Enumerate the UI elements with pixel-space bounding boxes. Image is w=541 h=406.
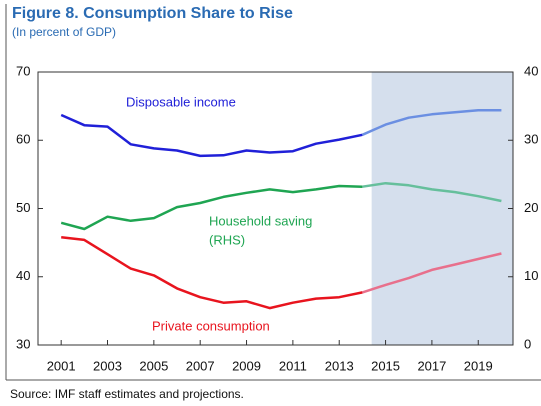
x-tick-label: 2013: [325, 358, 354, 373]
y-tick-label: 50: [16, 200, 30, 215]
x-tick-label: 2009: [232, 358, 261, 373]
series-line-projection: [362, 252, 502, 294]
annotation: Disposable income: [126, 94, 236, 109]
y-tick-label: 60: [16, 132, 30, 147]
y2-tick-label: 40: [524, 63, 538, 78]
projection-shade: [371, 72, 513, 345]
y2-tick-label: 10: [524, 268, 538, 283]
y-tick-label: 40: [16, 268, 30, 283]
annotation: (RHS): [209, 232, 245, 247]
series-line: [60, 113, 363, 158]
x-tick-label: 2005: [139, 358, 168, 373]
y-tick-label: 70: [16, 63, 30, 78]
series-line-projection: [362, 181, 502, 203]
series-line: [60, 184, 363, 231]
x-tick-label: 2003: [93, 358, 122, 373]
chart-title: Figure 8. Consumption Share to Rise: [12, 5, 293, 22]
x-tick-label: 2007: [186, 358, 215, 373]
y2-tick-label: 0: [524, 336, 531, 351]
chart-subtitle: (In percent of GDP): [12, 25, 116, 39]
x-tick-label: 2001: [47, 358, 76, 373]
x-tick-label: 2015: [371, 358, 400, 373]
y2-tick-label: 30: [524, 132, 538, 147]
source-note: Source: IMF staff estimates and projecti…: [10, 387, 244, 401]
x-tick-label: 2017: [417, 358, 446, 373]
annotation: Household saving: [209, 213, 312, 228]
x-tick-label: 2011: [279, 358, 307, 373]
annotation: Private consumption: [152, 318, 270, 333]
y-tick-label: 30: [16, 336, 30, 351]
y2-tick-label: 20: [524, 200, 538, 215]
series-line: [61, 235, 363, 310]
series-line-projection: [361, 108, 502, 136]
x-tick-label: 2019: [464, 358, 493, 373]
